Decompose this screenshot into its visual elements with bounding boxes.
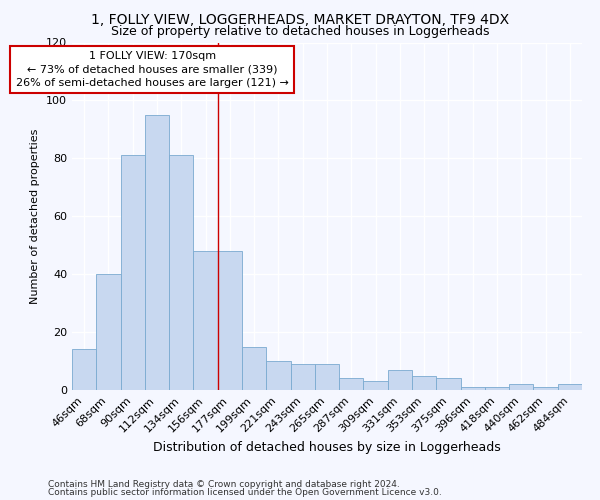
Bar xyxy=(339,378,364,390)
Bar xyxy=(509,384,533,390)
Bar xyxy=(145,115,169,390)
Bar xyxy=(533,387,558,390)
Text: Contains public sector information licensed under the Open Government Licence v3: Contains public sector information licen… xyxy=(48,488,442,497)
Text: 1 FOLLY VIEW: 170sqm
← 73% of detached houses are smaller (339)
26% of semi-deta: 1 FOLLY VIEW: 170sqm ← 73% of detached h… xyxy=(16,51,289,88)
X-axis label: Distribution of detached houses by size in Loggerheads: Distribution of detached houses by size … xyxy=(153,441,501,454)
Bar xyxy=(218,251,242,390)
Text: Size of property relative to detached houses in Loggerheads: Size of property relative to detached ho… xyxy=(111,25,489,38)
Bar xyxy=(388,370,412,390)
Bar xyxy=(364,382,388,390)
Bar xyxy=(242,346,266,390)
Bar xyxy=(266,361,290,390)
Bar xyxy=(193,251,218,390)
Bar xyxy=(72,350,96,390)
Bar xyxy=(121,156,145,390)
Text: Contains HM Land Registry data © Crown copyright and database right 2024.: Contains HM Land Registry data © Crown c… xyxy=(48,480,400,489)
Bar xyxy=(558,384,582,390)
Y-axis label: Number of detached properties: Number of detached properties xyxy=(31,128,40,304)
Bar xyxy=(96,274,121,390)
Bar xyxy=(290,364,315,390)
Bar xyxy=(436,378,461,390)
Bar xyxy=(485,387,509,390)
Bar xyxy=(315,364,339,390)
Bar xyxy=(461,387,485,390)
Bar xyxy=(169,156,193,390)
Text: 1, FOLLY VIEW, LOGGERHEADS, MARKET DRAYTON, TF9 4DX: 1, FOLLY VIEW, LOGGERHEADS, MARKET DRAYT… xyxy=(91,12,509,26)
Bar xyxy=(412,376,436,390)
